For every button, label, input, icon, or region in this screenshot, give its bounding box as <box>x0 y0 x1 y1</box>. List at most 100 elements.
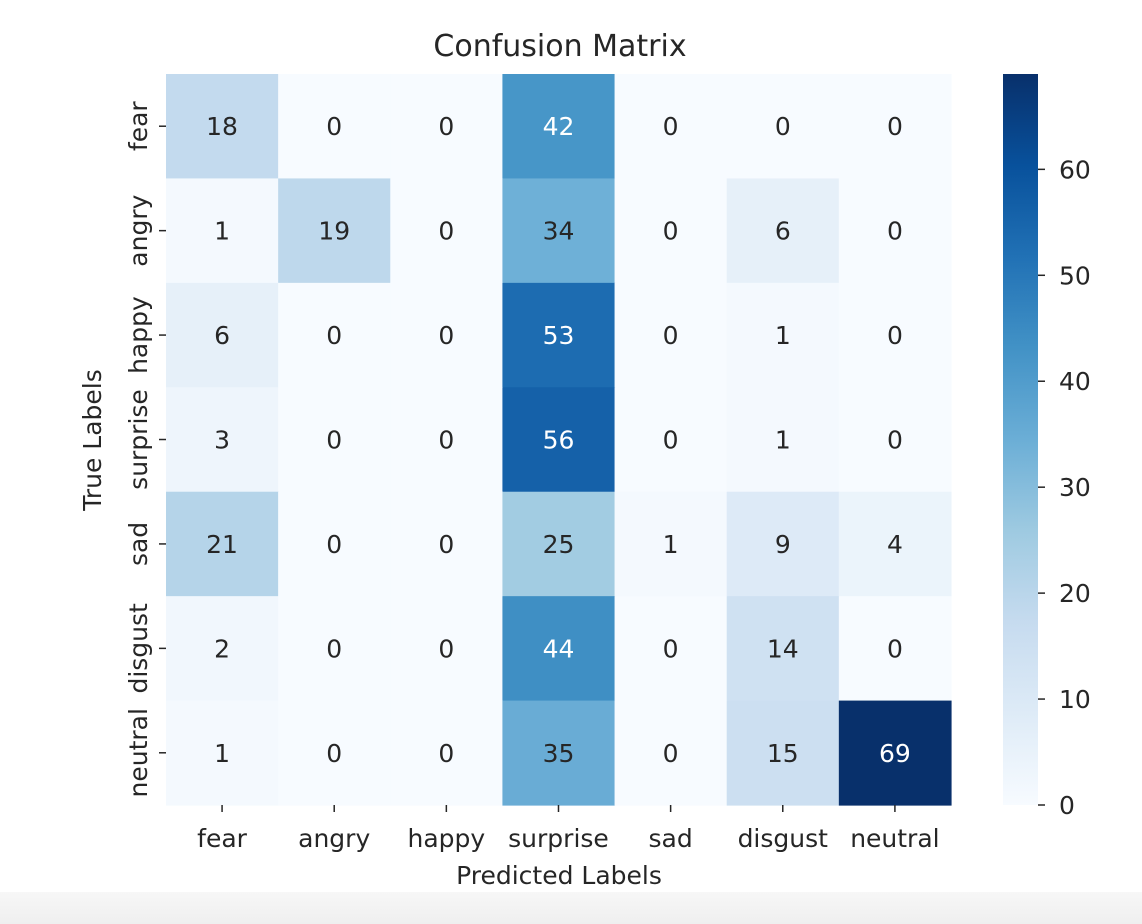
heatmap-cell <box>726 178 840 284</box>
heatmap-cell <box>502 178 616 284</box>
cell-value-label: 0 <box>887 217 903 246</box>
cell-value-label: 6 <box>214 321 230 350</box>
heatmap-cell <box>838 178 952 284</box>
cell-value-label: 0 <box>663 739 679 768</box>
heatmap-cell <box>166 282 279 388</box>
heatmap-cell <box>390 74 504 180</box>
cell-value-label: 15 <box>767 739 799 768</box>
cell-value-label: 4 <box>887 530 903 559</box>
cell-value-label: 0 <box>438 217 454 246</box>
cell-value-label: 25 <box>543 530 575 559</box>
cell-value-label: 0 <box>326 634 342 663</box>
chart-title: Confusion Matrix <box>433 29 686 64</box>
heatmap-cell <box>614 74 728 180</box>
window-bottom-edge <box>0 892 1142 924</box>
x-tick-label: sad <box>649 824 693 853</box>
cell-value-label: 0 <box>438 321 454 350</box>
heatmap-cell <box>838 282 952 388</box>
heatmap-cell <box>278 700 391 806</box>
x-tick-label: neutral <box>850 824 939 853</box>
heatmap-cell <box>390 596 504 702</box>
heatmap-cell <box>278 387 391 493</box>
cell-value-label: 0 <box>663 634 679 663</box>
confusion-matrix-chart: Confusion Matrix 18 0 0 42 0 0 01 19 0 34 0 6 06 0 0 53… <box>78 29 1091 890</box>
cell-value-label: 0 <box>663 321 679 350</box>
colorbar-tick-label: 30 <box>1059 473 1091 502</box>
cell-value-label: 0 <box>438 739 454 768</box>
heatmap-cell <box>838 387 952 493</box>
heatmap-cell <box>278 178 391 284</box>
heatmap-cell <box>502 596 616 702</box>
heatmap-cell <box>502 282 616 388</box>
cell-value-label: 0 <box>326 530 342 559</box>
heatmap-cell <box>726 74 840 180</box>
heatmap-cell <box>838 700 952 806</box>
colorbar-tick-label: 0 <box>1059 791 1075 820</box>
cell-value-label: 0 <box>438 634 454 663</box>
heatmap-cell <box>726 387 840 493</box>
x-axis-ticks: fear angry happy surprise sad disgust neutral <box>197 805 940 853</box>
heatmap-cell <box>726 491 840 597</box>
cell-value-label: 2 <box>214 634 230 663</box>
heatmap-cell <box>614 282 728 388</box>
cell-value-label: 34 <box>543 217 575 246</box>
heatmap-cell <box>838 491 952 597</box>
y-tick-label: happy <box>124 296 153 374</box>
cell-value-label: 0 <box>775 112 791 141</box>
heatmap-cell <box>166 596 279 702</box>
cell-value-label: 18 <box>206 112 238 141</box>
heatmap-cell <box>614 491 728 597</box>
cell-value-label: 0 <box>663 426 679 455</box>
heatmap-cell <box>726 596 840 702</box>
heatmap-cell <box>390 491 504 597</box>
cell-value-label: 19 <box>318 217 350 246</box>
heatmap-cell <box>278 491 391 597</box>
cell-value-label: 1 <box>214 739 230 768</box>
heatmap-cell <box>614 596 728 702</box>
cell-value-label: 0 <box>326 739 342 768</box>
heatmap-cell <box>390 387 504 493</box>
cell-value-label: 6 <box>775 217 791 246</box>
x-tick-label: surprise <box>508 824 609 853</box>
cell-value-label: 0 <box>326 112 342 141</box>
y-axis-label: True Labels <box>78 369 107 512</box>
colorbar-tick-label: 20 <box>1059 579 1091 608</box>
x-tick-label: disgust <box>738 824 829 853</box>
heatmap-cell <box>726 700 840 806</box>
heatmap-cell <box>726 282 840 388</box>
cell-value-label: 1 <box>775 426 791 455</box>
heatmap-cell <box>166 491 279 597</box>
cell-value-label: 14 <box>767 634 799 663</box>
heatmap-cell <box>166 387 279 493</box>
colorbar-tick-label: 50 <box>1059 261 1091 290</box>
cell-value-label: 0 <box>887 321 903 350</box>
cell-value-label: 69 <box>879 739 911 768</box>
cell-value-label: 1 <box>663 530 679 559</box>
y-axis-ticks: fear angry happy surprise sad disgust neutral <box>124 101 166 798</box>
y-tick-label: neutral <box>124 708 153 797</box>
cell-value-label: 0 <box>663 217 679 246</box>
cell-value-label: 35 <box>543 739 575 768</box>
cell-value-label: 9 <box>775 530 791 559</box>
colorbar-tick-label: 10 <box>1059 685 1091 714</box>
cell-value-label: 53 <box>543 321 575 350</box>
heatmap-cell <box>502 700 616 806</box>
colorbar <box>1003 74 1038 805</box>
cell-value-label: 0 <box>438 530 454 559</box>
cell-value-label: 0 <box>438 112 454 141</box>
cell-value-label: 42 <box>543 112 575 141</box>
heatmap-cell <box>390 282 504 388</box>
colorbar-tick-label: 60 <box>1059 155 1091 184</box>
cell-value-label: 0 <box>887 112 903 141</box>
y-tick-label: angry <box>124 194 153 266</box>
cell-value-label: 0 <box>326 321 342 350</box>
colorbar-tick-label: 40 <box>1059 367 1091 396</box>
cell-value-label: 0 <box>887 426 903 455</box>
heatmap-cell <box>614 178 728 284</box>
y-tick-label: surprise <box>124 389 153 490</box>
cell-value-label: 3 <box>214 426 230 455</box>
y-tick-label: disgust <box>124 603 153 694</box>
cell-value-label: 1 <box>214 217 230 246</box>
x-tick-label: angry <box>298 824 370 853</box>
